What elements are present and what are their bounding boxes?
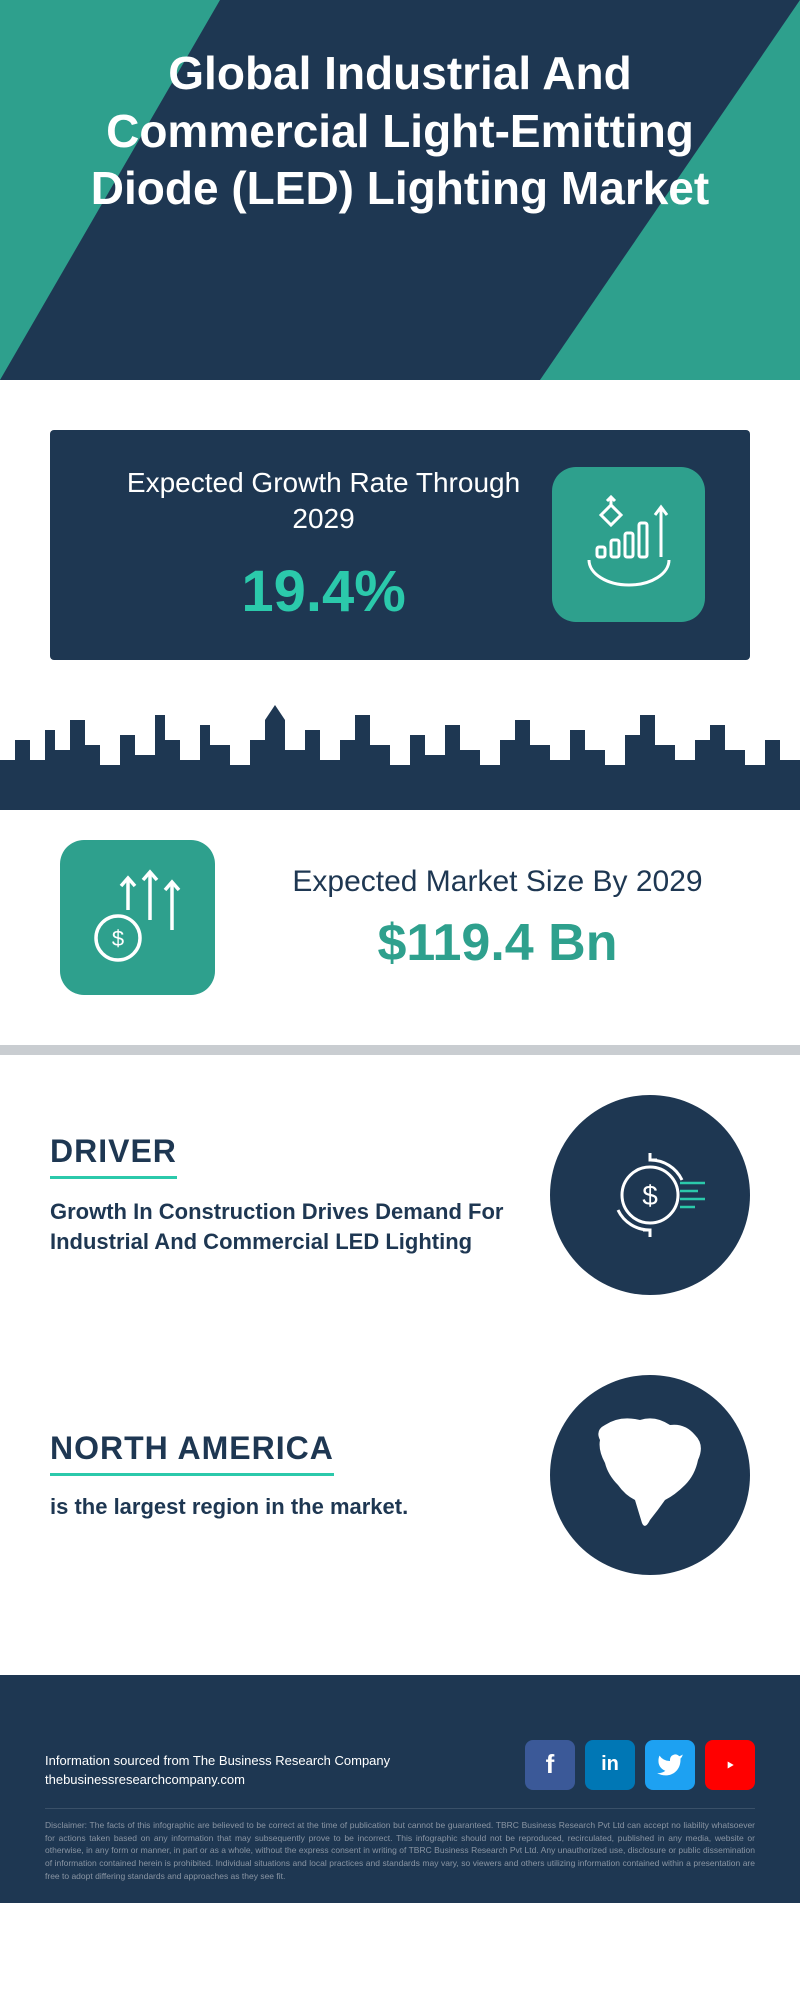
- source-line-1: Information sourced from The Business Re…: [45, 1751, 390, 1771]
- growth-value: 19.4%: [95, 558, 552, 625]
- section-divider: [0, 1045, 800, 1055]
- footer-source: Information sourced from The Business Re…: [45, 1751, 390, 1790]
- driver-section: DRIVER Growth In Construction Drives Dem…: [0, 1055, 800, 1335]
- skyline-divider: [0, 690, 800, 810]
- region-body: is the largest region in the market.: [50, 1494, 520, 1520]
- driver-title: DRIVER: [50, 1133, 177, 1179]
- driver-text-block: DRIVER Growth In Construction Drives Dem…: [50, 1133, 520, 1256]
- market-growth-icon: $: [60, 840, 215, 995]
- growth-rate-panel: Expected Growth Rate Through 2029 19.4%: [50, 430, 750, 660]
- market-text-block: Expected Market Size By 2029 $119.4 Bn: [255, 862, 740, 973]
- page-title: Global Industrial And Commercial Light-E…: [0, 0, 800, 263]
- source-line-2: thebusinessresearchcompany.com: [45, 1770, 390, 1790]
- footer-section: Information sourced from The Business Re…: [0, 1675, 800, 1903]
- region-section: NORTH AMERICA is the largest region in t…: [0, 1335, 800, 1615]
- youtube-icon[interactable]: [705, 1740, 755, 1790]
- footer-row: Information sourced from The Business Re…: [45, 1740, 755, 1790]
- region-title: NORTH AMERICA: [50, 1430, 334, 1476]
- growth-label: Expected Growth Rate Through 2029: [95, 465, 552, 538]
- svg-text:$: $: [642, 1180, 658, 1211]
- svg-text:$: $: [112, 926, 124, 951]
- market-value: $119.4 Bn: [255, 913, 740, 973]
- growth-chart-icon: [552, 467, 705, 622]
- driver-dollar-cycle-icon: $: [550, 1095, 750, 1295]
- facebook-icon[interactable]: f: [525, 1740, 575, 1790]
- driver-body: Growth In Construction Drives Demand For…: [50, 1197, 520, 1256]
- market-size-panel: $ Expected Market Size By 2029 $119.4 Bn: [0, 810, 800, 1045]
- linkedin-icon[interactable]: in: [585, 1740, 635, 1790]
- growth-text-block: Expected Growth Rate Through 2029 19.4%: [95, 465, 552, 625]
- disclaimer-text: Disclaimer: The facts of this infographi…: [45, 1808, 755, 1883]
- region-text-block: NORTH AMERICA is the largest region in t…: [50, 1430, 520, 1520]
- north-america-map-icon: [550, 1375, 750, 1575]
- social-icons-row: f in: [525, 1740, 755, 1790]
- header-section: Global Industrial And Commercial Light-E…: [0, 0, 800, 380]
- market-label: Expected Market Size By 2029: [255, 862, 740, 901]
- twitter-icon[interactable]: [645, 1740, 695, 1790]
